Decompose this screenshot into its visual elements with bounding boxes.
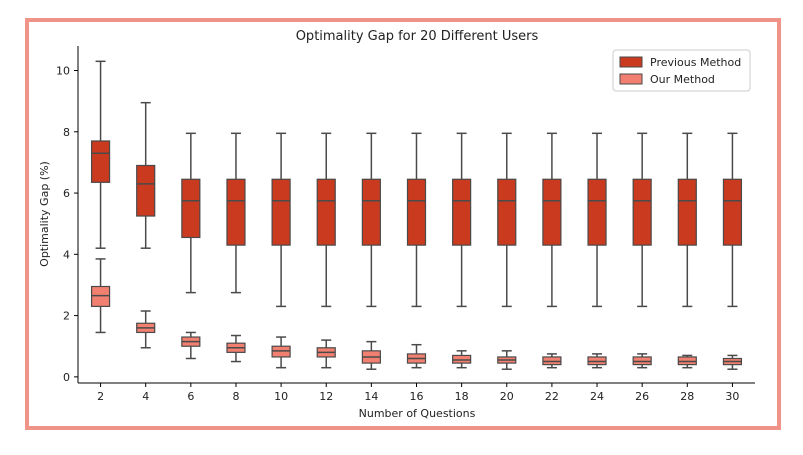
x-tick-label: 12 xyxy=(319,390,333,403)
x-tick-label: 2 xyxy=(97,390,104,403)
box-previous-6 xyxy=(181,132,201,294)
y-tick-label: 6 xyxy=(63,187,70,200)
box-body xyxy=(587,356,607,366)
box-our-2 xyxy=(90,258,111,334)
box-previous-28 xyxy=(677,132,697,308)
legend-label: Previous Method xyxy=(650,56,741,69)
box-previous-20 xyxy=(497,132,517,308)
box-our-8 xyxy=(226,334,246,363)
y-tick-label: 10 xyxy=(56,65,70,78)
box-our-12 xyxy=(316,339,336,369)
box-body xyxy=(452,354,472,364)
box-body xyxy=(90,285,111,308)
y-tick-label: 8 xyxy=(63,126,70,139)
x-tick-label: 16 xyxy=(410,390,424,403)
x-tick-label: 8 xyxy=(232,390,239,403)
box-body xyxy=(587,178,607,246)
box-our-16 xyxy=(406,343,427,369)
box-our-30 xyxy=(722,354,743,370)
y-tick-label: 2 xyxy=(63,310,70,323)
box-body xyxy=(677,178,697,246)
x-tick-label: 4 xyxy=(142,390,149,403)
box-previous-14 xyxy=(361,132,381,308)
box-body xyxy=(677,356,697,366)
box-body xyxy=(542,356,562,366)
box-body xyxy=(271,345,291,358)
x-tick-label: 24 xyxy=(590,390,604,403)
box-our-26 xyxy=(632,353,652,369)
box-body xyxy=(722,178,743,246)
x-tick-label: 6 xyxy=(187,390,194,403)
y-tick-label: 4 xyxy=(63,248,70,261)
box-body xyxy=(497,178,517,246)
x-tick-label: 14 xyxy=(364,390,378,403)
x-tick-label: 18 xyxy=(455,390,469,403)
box-our-4 xyxy=(136,310,156,349)
box-body xyxy=(181,178,201,239)
x-tick-label: 28 xyxy=(680,390,694,403)
box-body xyxy=(136,164,156,217)
box-body xyxy=(271,178,291,246)
x-tick-label: 10 xyxy=(274,390,288,403)
box-previous-24 xyxy=(587,132,607,308)
box-previous-4 xyxy=(136,101,156,249)
boxes-layer xyxy=(90,60,743,370)
box-body xyxy=(361,178,381,246)
box-body xyxy=(632,356,652,366)
box-previous-10 xyxy=(271,132,291,308)
box-previous-26 xyxy=(632,132,652,308)
x-tick-label: 26 xyxy=(635,390,649,403)
box-body xyxy=(452,178,472,246)
y-axis-label: Optimality Gap (%) xyxy=(38,161,51,267)
x-tick-label: 20 xyxy=(500,390,514,403)
legend-swatch xyxy=(619,73,643,85)
box-body xyxy=(316,178,336,246)
box-body xyxy=(226,178,246,246)
box-previous-22 xyxy=(542,132,562,308)
box-our-6 xyxy=(181,331,201,360)
x-axis-label: Number of Questions xyxy=(359,407,476,420)
box-our-18 xyxy=(452,350,472,369)
box-body xyxy=(90,140,111,183)
chart-title: Optimality Gap for 20 Different Users xyxy=(296,29,539,44)
box-previous-8 xyxy=(226,132,246,294)
box-our-14 xyxy=(361,340,381,370)
box-previous-12 xyxy=(316,132,336,308)
legend-swatch xyxy=(619,56,643,68)
legend-label: Our Method xyxy=(650,73,715,86)
box-body xyxy=(542,178,562,246)
box-previous-2 xyxy=(90,60,111,249)
box-previous-18 xyxy=(452,132,472,308)
legend-box xyxy=(612,49,751,92)
y-tick-label: 0 xyxy=(63,371,70,384)
box-our-24 xyxy=(587,353,607,369)
box-our-20 xyxy=(497,350,517,370)
box-our-28 xyxy=(677,354,697,369)
box-body xyxy=(406,178,427,246)
legend: Previous Method Our Method xyxy=(612,49,751,92)
box-previous-30 xyxy=(722,132,743,308)
box-our-22 xyxy=(542,353,562,369)
box-previous-16 xyxy=(406,132,427,308)
box-body xyxy=(632,178,652,246)
x-tick-label: 30 xyxy=(725,390,739,403)
box-our-10 xyxy=(271,336,291,369)
x-tick-label: 22 xyxy=(545,390,559,403)
